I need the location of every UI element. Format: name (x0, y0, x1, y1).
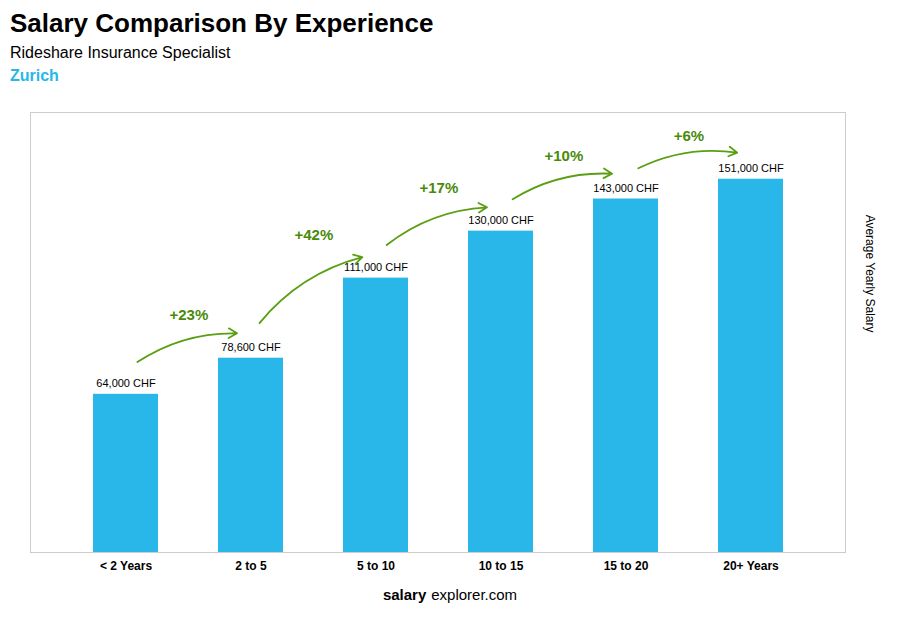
svg-text:143,000 CHF: 143,000 CHF (593, 182, 659, 194)
svg-text:< 2 Years: < 2 Years (100, 559, 152, 573)
svg-text:2 to 5: 2 to 5 (235, 559, 267, 573)
svg-text:78,600 CHF: 78,600 CHF (221, 341, 281, 353)
svg-text:20+ Years: 20+ Years (723, 559, 779, 573)
html-text:salary explorer.com: salary explorer.com (382, 586, 518, 604)
svg-text:151,000 CHF: 151,000 CHF (718, 162, 784, 174)
svg-text:64,000 CHF: 64,000 CHF (96, 377, 156, 389)
svg-text:+23%: +23% (169, 306, 208, 323)
svg-text:10 to 15: 10 to 15 (479, 559, 524, 573)
html-text:Salary Comparison By Experienc: Salary Comparison By Experience (10, 8, 434, 38)
svg-text:111,000 CHF: 111,000 CHF (344, 261, 408, 273)
svg-text:5 to 10: 5 to 10 (357, 559, 395, 573)
svg-text:+17%: +17% (419, 179, 458, 196)
html-text:Zurich: Zurich (10, 67, 59, 85)
svg-text:+10%: +10% (544, 147, 583, 164)
svg-text:Average Yearly Salary: Average Yearly Salary (863, 215, 877, 333)
svg-text:15 to 20: 15 to 20 (604, 559, 649, 573)
svg-text:+42%: +42% (294, 226, 333, 243)
html-text:Rideshare Insurance Specialist: Rideshare Insurance Specialist (10, 44, 231, 62)
svg-text:130,000 CHF: 130,000 CHF (468, 214, 534, 226)
svg-text:+6%: +6% (674, 127, 704, 144)
